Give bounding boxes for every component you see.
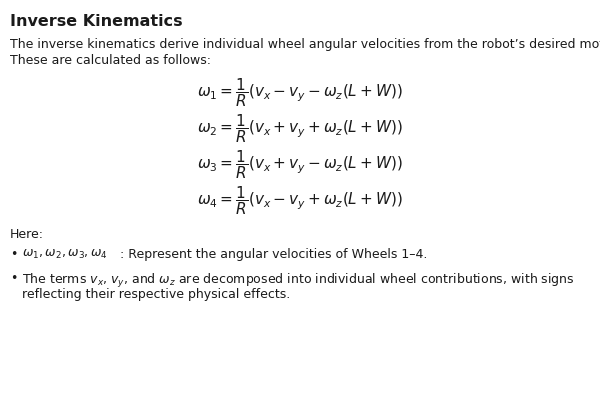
Text: $\omega_1 = \dfrac{1}{R}\left(v_x - v_y - \omega_z(L+W)\right)$: $\omega_1 = \dfrac{1}{R}\left(v_x - v_y … (197, 76, 403, 109)
Text: reflecting their respective physical effects.: reflecting their respective physical eff… (22, 288, 290, 301)
Text: Inverse Kinematics: Inverse Kinematics (10, 14, 182, 29)
Text: : Represent the angular velocities of Wheels 1–4.: : Represent the angular velocities of Wh… (120, 248, 427, 261)
Text: Here:: Here: (10, 228, 44, 241)
Text: $\omega_3 = \dfrac{1}{R}\left(v_x + v_y - \omega_z(L+W)\right)$: $\omega_3 = \dfrac{1}{R}\left(v_x + v_y … (197, 148, 403, 181)
Text: $\omega_4 = \dfrac{1}{R}\left(v_x - v_y + \omega_z(L+W)\right)$: $\omega_4 = \dfrac{1}{R}\left(v_x - v_y … (197, 184, 403, 217)
Text: •: • (10, 248, 17, 261)
Text: $\omega_1, \omega_2, \omega_3, \omega_4$: $\omega_1, \omega_2, \omega_3, \omega_4$ (22, 248, 108, 261)
Text: $\omega_2 = \dfrac{1}{R}\left(v_x + v_y + \omega_z(L+W)\right)$: $\omega_2 = \dfrac{1}{R}\left(v_x + v_y … (197, 112, 403, 145)
Text: •: • (10, 272, 17, 285)
Text: The inverse kinematics derive individual wheel angular velocities from the robot: The inverse kinematics derive individual… (10, 38, 600, 51)
Text: These are calculated as follows:: These are calculated as follows: (10, 54, 211, 67)
Text: The terms $v_x$, $v_y$, and $\omega_z$ are decomposed into individual wheel cont: The terms $v_x$, $v_y$, and $\omega_z$ a… (22, 272, 575, 290)
